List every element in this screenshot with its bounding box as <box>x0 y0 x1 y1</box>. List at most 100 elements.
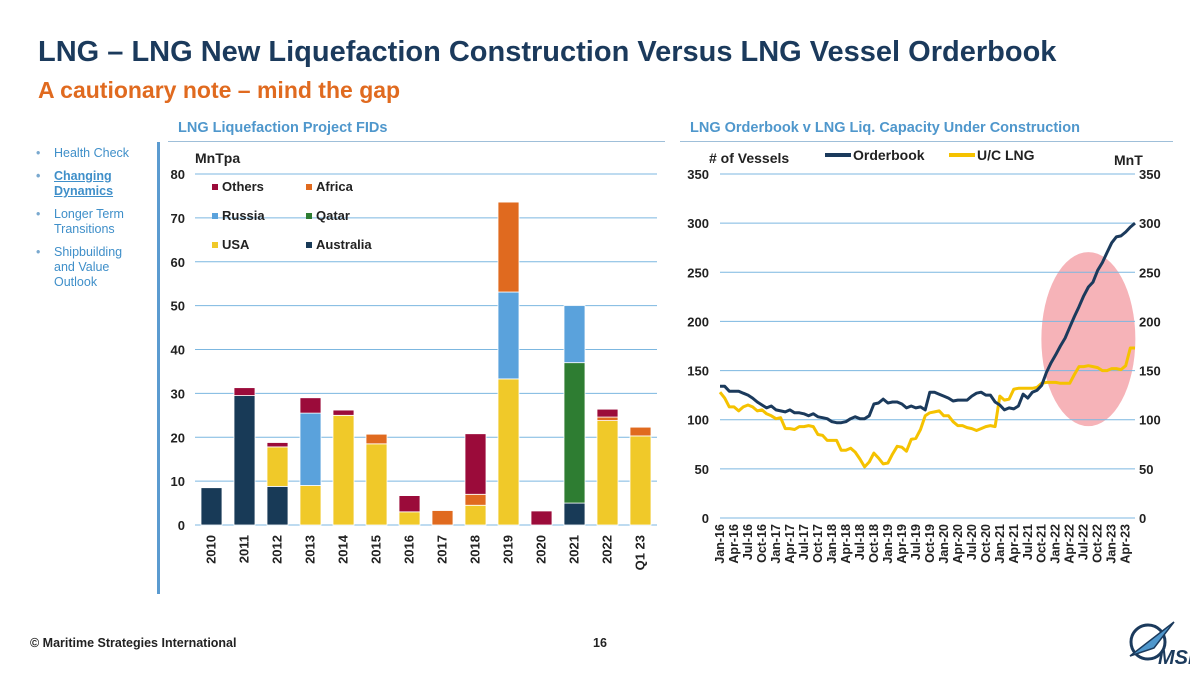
bar-segment-others <box>530 510 553 526</box>
fid-bar-chart: 0 10 20 30 40 50 60 70 80 MnTpa 2010 2011 2012 2013 20… <box>171 150 657 570</box>
bar-y-tick-label: 80 <box>171 167 185 182</box>
bar-y-tick-label: 50 <box>171 299 185 314</box>
line-x-tick-label: Jul-16 <box>741 524 755 560</box>
line-y-right-tick-label: 50 <box>1139 462 1153 477</box>
line-y-left-tick-label: 350 <box>687 167 709 182</box>
orderbook-line-chart: 0 0 50 50 100 100 150 150 200 200 250 250 300 300 350 3… <box>687 147 1161 564</box>
bar-segment-australia <box>563 502 586 526</box>
line-y-right-tick-label: 100 <box>1139 413 1161 428</box>
page-number: 16 <box>593 636 607 650</box>
line-y-left-tick-label: 300 <box>687 216 709 231</box>
bar-legend-label-usa: USA <box>222 237 250 252</box>
bar-y-tick-label: 40 <box>171 343 185 358</box>
bar-segment-others <box>398 495 421 513</box>
bar-segment-africa <box>497 201 520 293</box>
line-x-tick-label: Jan-23 <box>1105 524 1119 564</box>
bar-segment-africa <box>629 426 652 437</box>
bar-segment-africa <box>464 493 487 506</box>
bar-segment-others <box>299 397 322 414</box>
line-x-tick-label: Jan-21 <box>993 524 1007 564</box>
copyright-footer: © Maritime Strategies International <box>30 636 237 650</box>
bar-x-tick-label: 2014 <box>336 534 351 564</box>
uc-lng-line <box>718 346 1135 469</box>
bar-segment-africa <box>431 510 454 526</box>
line-x-tick-label: Oct-19 <box>923 524 937 563</box>
bar-y-tick-label: 10 <box>171 474 185 489</box>
bar-legend-label-australia: Australia <box>316 237 372 252</box>
bar-y-tick-label: 20 <box>171 430 185 445</box>
bar-segment-russia <box>563 305 586 364</box>
bar-legend-label-africa: Africa <box>316 179 354 194</box>
bar-segment-usa <box>365 443 388 526</box>
line-x-tick-label: Oct-20 <box>979 524 993 563</box>
bar-legend-label-russia: Russia <box>222 208 265 223</box>
bar-segment-africa <box>596 416 619 421</box>
bar-chart-title-rule <box>168 141 665 142</box>
bar-legend-swatch-qatar <box>306 213 312 219</box>
bar-segment-usa <box>299 485 322 526</box>
line-x-tick-label: Jul-21 <box>1021 524 1035 560</box>
bar-legend-swatch-others <box>212 184 218 190</box>
bar-segment-australia <box>200 487 223 526</box>
line-y-left-tick-label: 150 <box>687 364 709 379</box>
nav-item-shipbuilding-value-outlook[interactable]: Shipbuilding and Value Outlook <box>30 245 140 290</box>
bar-segment-usa <box>464 504 487 526</box>
line-y-right-tick-label: 0 <box>1139 511 1146 526</box>
page-subtitle: A cautionary note – mind the gap <box>38 77 401 103</box>
bar-segment-usa <box>398 511 421 526</box>
bar-legend-swatch-africa <box>306 184 312 190</box>
bar-segment-russia <box>497 291 520 380</box>
nav-item-changing-dynamics[interactable]: Changing Dynamics <box>30 169 140 199</box>
bar-x-tick-label: 2021 <box>567 535 582 564</box>
bar-legend-swatch-usa <box>212 242 218 248</box>
line-x-tick-label: Apr-19 <box>895 524 909 564</box>
bar-x-tick-label: 2010 <box>204 535 219 564</box>
bar-segment-others <box>332 409 355 416</box>
bar-y-tick-label: 70 <box>171 211 185 226</box>
bar-segment-others <box>266 442 289 448</box>
line-x-tick-label: Jan-16 <box>713 524 727 564</box>
line-y-right-tick-label: 200 <box>1139 314 1161 329</box>
bar-segment-usa <box>497 378 520 526</box>
orderbook-line <box>720 221 1136 425</box>
bar-x-tick-label: 2020 <box>534 535 549 564</box>
line-y-right-tick-label: 300 <box>1139 216 1161 231</box>
line-chart-title: LNG Orderbook v LNG Liq. Capacity Under … <box>690 120 1080 136</box>
bar-x-tick-label: 2015 <box>369 535 384 564</box>
section-divider <box>157 142 160 594</box>
line-chart-title-rule <box>680 141 1173 142</box>
bar-segment-australia <box>266 485 289 526</box>
line-x-tick-label: Apr-22 <box>1063 524 1077 564</box>
line-y-left-tick-label: 0 <box>702 511 709 526</box>
bar-legend-label-others: Others <box>222 179 264 194</box>
line-x-tick-label: Apr-16 <box>727 524 741 564</box>
bar-segment-usa <box>266 446 289 487</box>
line-y-right-tick-label: 150 <box>1139 364 1161 379</box>
line-y-left-tick-label: 250 <box>687 265 709 280</box>
bar-segment-usa <box>596 420 619 526</box>
line-x-tick-label: Jan-22 <box>1049 524 1063 564</box>
bar-x-tick-label: 2022 <box>600 535 615 564</box>
bar-legend-swatch-russia <box>212 213 218 219</box>
line-x-tick-label: Jul-18 <box>853 524 867 560</box>
line-x-tick-label: Oct-21 <box>1035 524 1049 563</box>
line-y-left-axis-label: # of Vessels <box>709 150 789 166</box>
nav-item-longer-term-transitions[interactable]: Longer Term Transitions <box>30 207 140 237</box>
line-x-tick-label: Apr-23 <box>1119 524 1133 564</box>
bar-x-tick-label: 2012 <box>270 535 285 564</box>
nav-item-health-check[interactable]: Health Check <box>30 146 140 161</box>
line-x-tick-label: Jul-17 <box>797 524 811 560</box>
line-x-tick-label: Apr-18 <box>839 524 853 564</box>
line-y-left-tick-label: 200 <box>687 314 709 329</box>
bar-segment-usa <box>332 414 355 526</box>
msi-logo: MSI <box>1129 621 1190 668</box>
line-legend-label-orderbook: Orderbook <box>853 147 925 163</box>
line-y-left-tick-label: 50 <box>695 462 709 477</box>
bar-segment-africa <box>365 433 388 445</box>
bar-x-tick-label: 2013 <box>303 535 318 564</box>
section-nav: Health Check Changing Dynamics Longer Te… <box>30 146 140 298</box>
bar-x-tick-label: 2019 <box>501 535 516 564</box>
bar-x-tick-label: 2018 <box>468 535 483 564</box>
bar-segment-australia <box>233 395 256 526</box>
line-y-right-tick-label: 350 <box>1139 167 1161 182</box>
